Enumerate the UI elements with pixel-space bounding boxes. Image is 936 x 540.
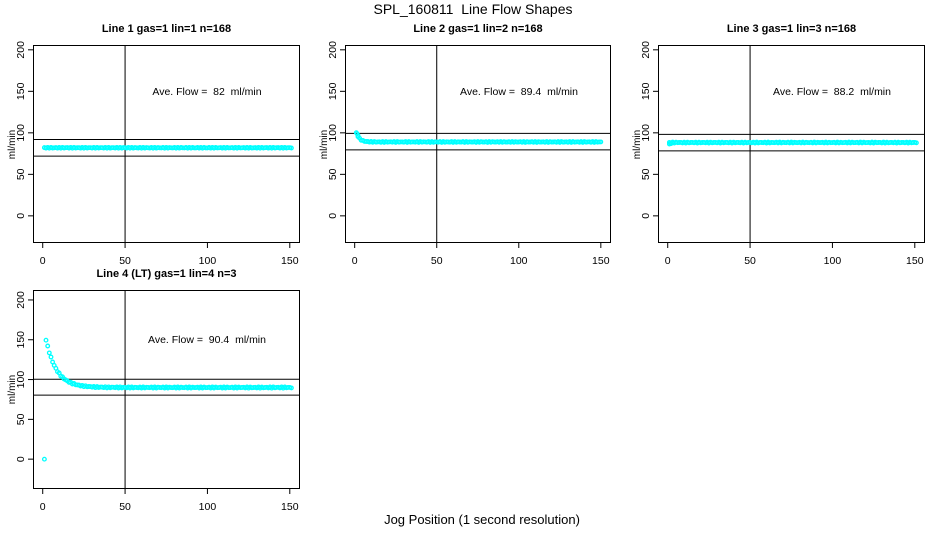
x-tick-label: 150 [906,255,924,267]
x-tick-label: 100 [510,255,528,267]
y-tick-label: 150 [15,331,27,349]
panel-line3: Line 3 gas=1 lin=3 n=168 ml/min 0 50 100 15… [633,23,925,267]
x-tick-label: 100 [199,501,217,513]
y-tick-label: 200 [15,41,27,59]
x-tick-label: 0 [665,255,671,267]
x-tick-label: 0 [352,255,358,267]
plot-area-line3: 0 50 100 150 0 50 100 150 200 [640,41,925,267]
plot-area-line1: 0 50 100 150 0 50 100 150 200 [15,41,300,267]
x-tick-label: 0 [40,501,46,513]
x-tick-label: 100 [824,255,842,267]
ave-flow-label-line3: Ave. Flow = 88.2 ml/min [773,86,891,98]
plot-border [33,45,300,243]
ave-flow-label-line4: Ave. Flow = 90.4 ml/min [148,334,266,346]
y-tick-label: 150 [640,82,652,100]
plot-border [33,290,300,489]
y-tick-label: 50 [640,168,652,180]
y-tick-label: 100 [15,124,27,142]
data-points [353,130,604,145]
y-tick-label: 0 [15,213,27,219]
y-tick-label: 50 [15,413,27,425]
x-axis-label: Jog Position (1 second resolution) [384,512,580,527]
x-tick-label: 50 [119,501,131,513]
panel-line2: Line 2 gas=1 lin=2 n=168 ml/min 0 50 100 15… [320,23,611,267]
y-tick-label: 150 [327,82,339,100]
x-tick-label: 50 [431,255,443,267]
data-points [666,139,919,147]
ave-flow-label-line2: Ave. Flow = 89.4 ml/min [460,86,578,98]
panel-line4: Line 4 (LT) gas=1 lin=4 n=3 ml/min 0 50 10… [8,268,300,513]
panel-line1: Line 1 gas=1 lin=1 n=168 ml/min 0 50 100 15… [8,23,300,267]
panel-title-line1: Line 1 gas=1 lin=1 n=168 [101,23,232,35]
x-tick-label: 100 [199,255,217,267]
plot-area-line4: 0 50 100 150 0 50 100 150 200 [15,290,300,513]
y-tick-label: 200 [15,291,27,309]
panel-title-line3: Line 3 gas=1 lin=3 n=168 [726,23,857,35]
y-tick-label: 200 [327,41,339,59]
y-tick-label: 100 [640,124,652,142]
y-tick-label: 50 [15,168,27,180]
figure-title: SPL_160811 Line Flow Shapes [373,1,573,17]
x-tick-label: 0 [40,255,46,267]
x-tick-label: 150 [281,255,299,267]
ave-flow-label-line1: Ave. Flow = 82 ml/min [152,86,262,98]
plot-border [658,45,925,243]
x-tick-label: 50 [119,255,131,267]
plot-border [345,45,611,243]
y-tick-label: 200 [640,41,652,59]
x-tick-label: 50 [744,255,756,267]
panel-title-line2: Line 2 gas=1 lin=2 n=168 [413,23,543,35]
panel-title-line4: Line 4 (LT) gas=1 lin=4 n=3 [96,268,237,280]
y-tick-label: 150 [15,82,27,100]
data-points [41,144,294,151]
y-tick-label: 100 [327,124,339,142]
y-tick-label: 100 [15,371,27,389]
y-tick-label: 0 [15,456,27,462]
data-points [41,337,294,462]
x-tick-label: 150 [592,255,610,267]
y-tick-label: 50 [327,168,339,180]
plot-area-line2: 0 50 100 150 0 50 100 150 200 [327,41,611,267]
y-tick-label: 0 [327,213,339,219]
x-tick-label: 150 [281,501,299,513]
y-tick-label: 0 [640,213,652,219]
